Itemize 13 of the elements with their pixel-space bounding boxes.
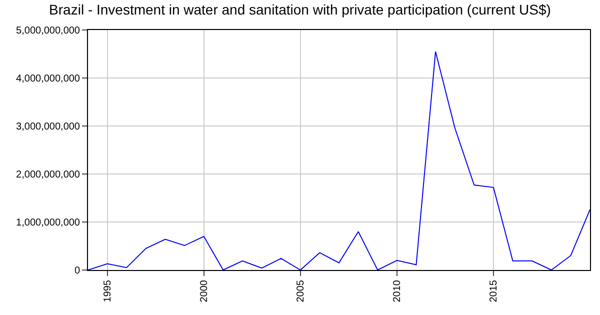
y-tick-label: 0 (74, 266, 80, 276)
y-tick-label: 3,000,000,000 (16, 122, 80, 132)
line-series (88, 51, 590, 270)
y-tick-label: 1,000,000,000 (16, 218, 80, 228)
y-tick-label: 4,000,000,000 (16, 74, 80, 84)
x-tick-label: 1995 (102, 280, 114, 302)
y-tick-label: 5,000,000,000 (16, 26, 80, 36)
x-tick-label: 2000 (199, 280, 210, 302)
x-tick-label: 2010 (392, 280, 404, 302)
y-tick-label: 2,000,000,000 (16, 170, 80, 180)
chart-title: Brazil - Investment in water and sanitation with private participation (current US$) (49, 2, 551, 18)
x-tick-label: 2005 (296, 280, 307, 302)
x-tick-label: 2015 (488, 280, 500, 302)
